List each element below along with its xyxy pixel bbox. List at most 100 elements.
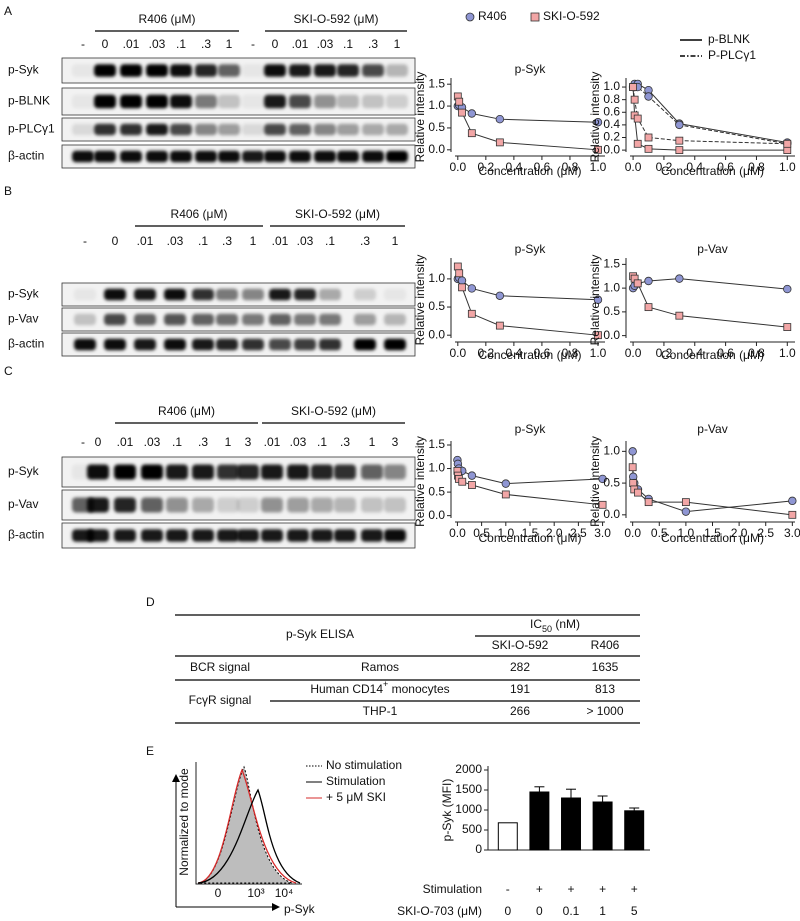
blot-row-label: p-Vav: [8, 497, 38, 511]
blot-band: [146, 150, 168, 163]
blot-band: [134, 288, 156, 301]
blot-band: [287, 529, 309, 542]
data-point: [630, 95, 639, 104]
x-tick-label: 1.0: [497, 526, 514, 540]
panel-label: D: [146, 595, 155, 609]
chart-title: p-Syk: [515, 62, 547, 76]
condition-value: 1: [599, 904, 606, 918]
panel-label: B: [4, 184, 12, 198]
x-tick-label: 10³: [247, 886, 264, 900]
data-point: [788, 510, 797, 519]
y-tick-label: 1.5: [603, 257, 620, 271]
blot-band: [192, 497, 214, 513]
x-tick-label: 0.5: [473, 526, 490, 540]
table-cell: 282: [510, 660, 530, 674]
blot-band: [87, 464, 109, 480]
blot-row-label: β-actin: [8, 528, 44, 542]
blot-band: [362, 123, 384, 136]
data-point: [675, 274, 684, 283]
blot-band: [134, 313, 156, 326]
x-axis-label: Concentration (μM): [661, 531, 764, 545]
x-axis-label: Concentration (μM): [479, 164, 582, 178]
blot-band: [195, 64, 217, 77]
blot-band: [334, 464, 356, 480]
data-point: [629, 83, 637, 91]
lane-label: 1: [250, 234, 257, 248]
blot-band: [195, 123, 217, 136]
data-point: [644, 133, 653, 142]
text-part: (nM): [552, 617, 580, 631]
x-tick-label: 1.0: [590, 160, 607, 174]
blot-band: [195, 150, 217, 163]
lane-label: .03: [167, 234, 184, 248]
y-tick-label: 0.5: [603, 475, 620, 489]
blot-band: [314, 123, 336, 136]
blot-band: [94, 94, 116, 109]
lane-label: .01: [292, 37, 309, 51]
x-tick-label: 0.0: [625, 160, 642, 174]
x-tick-label: 1.0: [779, 160, 796, 174]
blot-band: [94, 64, 116, 77]
x-tick-label: 1.0: [590, 346, 607, 360]
panel-label: A: [4, 4, 12, 18]
data-point: [788, 496, 797, 506]
blot-band: [72, 94, 94, 109]
data-point: [675, 311, 684, 320]
y-tick-label: 0: [475, 842, 482, 856]
legend: R406 SKI-O-592: [465, 9, 600, 23]
blot-band: [261, 464, 283, 480]
blot-band: [337, 123, 359, 136]
lane-label: 1: [226, 37, 233, 51]
y-tick-label: 0.0: [428, 508, 445, 522]
blot-group-label: R406 (μM): [171, 207, 228, 221]
y-tick-label: 1.0: [603, 79, 620, 93]
x-tick-label: 2.5: [570, 526, 587, 540]
blot-band: [170, 123, 192, 136]
text-part: monocytes: [388, 682, 449, 696]
blot-band: [362, 64, 384, 77]
blot-band: [354, 313, 376, 326]
data-point: [644, 276, 653, 286]
y-tick-label: 500: [462, 822, 482, 836]
table-header: SKI-O-592: [492, 638, 549, 652]
data-point: [598, 474, 607, 484]
data-point: [644, 92, 653, 101]
blot-band: [141, 464, 163, 480]
y-axis-label: Normalized to mode: [177, 768, 191, 876]
series-line: [632, 87, 788, 151]
blot-band: [264, 64, 286, 77]
lane-label: .03: [290, 435, 307, 449]
table-cell: FcγR signal: [189, 693, 252, 707]
blot-band: [314, 150, 336, 163]
series-line: [457, 104, 599, 123]
blot-band: [146, 123, 168, 136]
x-tick-label: 1.0: [678, 526, 695, 540]
blot-band: [354, 338, 376, 351]
x-tick-label: 3.0: [784, 526, 800, 540]
ic50-table: p-Syk ELISA IC50 (nM) SKI-O-592 R406 BCR…: [175, 614, 640, 724]
series-line: [632, 86, 788, 145]
data-point: [633, 279, 642, 288]
histogram-curve: [197, 788, 301, 884]
data-point: [467, 471, 477, 480]
blot-band: [384, 529, 406, 542]
data-point: [501, 490, 510, 499]
blot-band: [146, 64, 168, 77]
blot-band: [314, 94, 336, 109]
y-axis-label: Relative intensity: [413, 255, 427, 346]
blot-band: [261, 529, 283, 542]
series-line: [457, 277, 599, 301]
western-blot: R406 (μM) SKI-O-592 (μM)- 0.01.03.1.3 1 3.01…: [8, 404, 416, 549]
series-line: [632, 83, 788, 144]
x-tick-label: 0.8: [748, 346, 765, 360]
x-tick-label: 0.0: [625, 346, 642, 360]
data-point: [594, 331, 602, 340]
condition-value: 5: [631, 904, 638, 918]
chart-title: p-Vav: [697, 422, 727, 436]
bar: [624, 810, 645, 851]
lane-label: .1: [325, 234, 335, 248]
text-part: Human CD14: [310, 682, 383, 696]
blot-band: [94, 150, 116, 163]
